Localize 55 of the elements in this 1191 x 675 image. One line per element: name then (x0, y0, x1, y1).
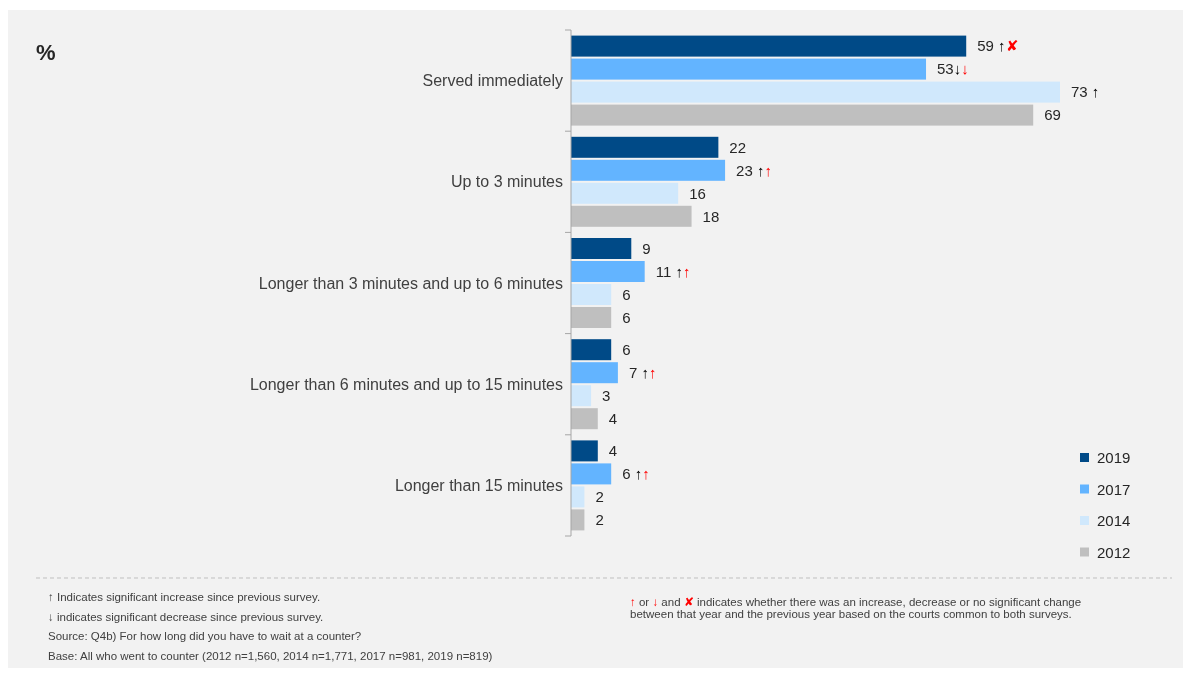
legend-label: 2019 (1097, 449, 1131, 467)
data-label: 23 ↑↑ (736, 161, 772, 179)
bar (571, 284, 612, 305)
text: % (36, 40, 56, 65)
data-label: 7 ↑↑ (628, 363, 657, 381)
text: Base: All who went to counter (2012 n=1,560, 2014 n=1,771, 2017 n=981, 2019 n=819) (48, 649, 493, 662)
bar (571, 362, 618, 384)
bar (571, 385, 592, 407)
bar (571, 463, 612, 485)
bar (571, 58, 927, 80)
data-label: 69 (1044, 106, 1061, 124)
bar (571, 408, 598, 430)
data-label: 73 ↑ (1071, 83, 1100, 101)
bar (571, 104, 1034, 126)
y-tick-label: Served immediately (422, 72, 563, 90)
bar (571, 205, 692, 227)
bar (571, 440, 598, 462)
bar (571, 307, 612, 328)
text: ↑ or ↓ and ✘ indicates whether there was an increase, decrease or no significant change between that year and the previous year based on the courts common to both surveys. (630, 596, 1082, 620)
data-label: 6 ↑↑ (622, 465, 650, 483)
bar (571, 238, 632, 259)
bar (571, 35, 967, 57)
data-label: 4 (608, 442, 618, 460)
bar (571, 339, 612, 361)
text: ↑ Indicates significant increase since previous survey. (48, 591, 321, 604)
text: ↓ indicates significant decrease since previous survey. (48, 610, 324, 623)
bar (571, 509, 585, 531)
bar (571, 159, 726, 181)
data-label: 16 (689, 184, 706, 202)
y-tick-label: Up to 3 minutes (450, 173, 563, 191)
data-label: 53↓↓ (937, 60, 969, 78)
y-tick-label: Longer than 3 minutes and up to 6 minutes (258, 274, 563, 292)
data-label: 6 (622, 285, 631, 303)
data-label: 4 (608, 409, 618, 427)
data-label: 6 (622, 308, 631, 326)
data-label: 59 ↑✘ (977, 37, 1019, 55)
data-label: 3 (602, 386, 611, 404)
legend-label: 2012 (1097, 543, 1131, 561)
y-tick-label: Longer than 15 minutes (394, 477, 563, 494)
bar (571, 261, 645, 282)
legend-label: 2017 (1097, 480, 1131, 498)
bar (571, 182, 679, 204)
data-label: 2 (595, 488, 604, 506)
data-label: 11 ↑↑ (655, 262, 691, 280)
bar (571, 486, 585, 508)
data-label: 22 (729, 138, 747, 156)
legend-label: 2014 (1097, 512, 1131, 530)
bar (571, 136, 719, 158)
data-label: 18 (702, 207, 720, 225)
data-label: 9 (642, 239, 651, 257)
data-label: 2 (595, 511, 604, 529)
bar (571, 81, 1060, 103)
y-tick-label: Longer than 6 minutes and up to 15 minutes (249, 375, 563, 393)
source-note: Source: Q4b) For how long did you have to wait at a counter? (48, 630, 362, 643)
data-label: 6 (622, 340, 631, 358)
